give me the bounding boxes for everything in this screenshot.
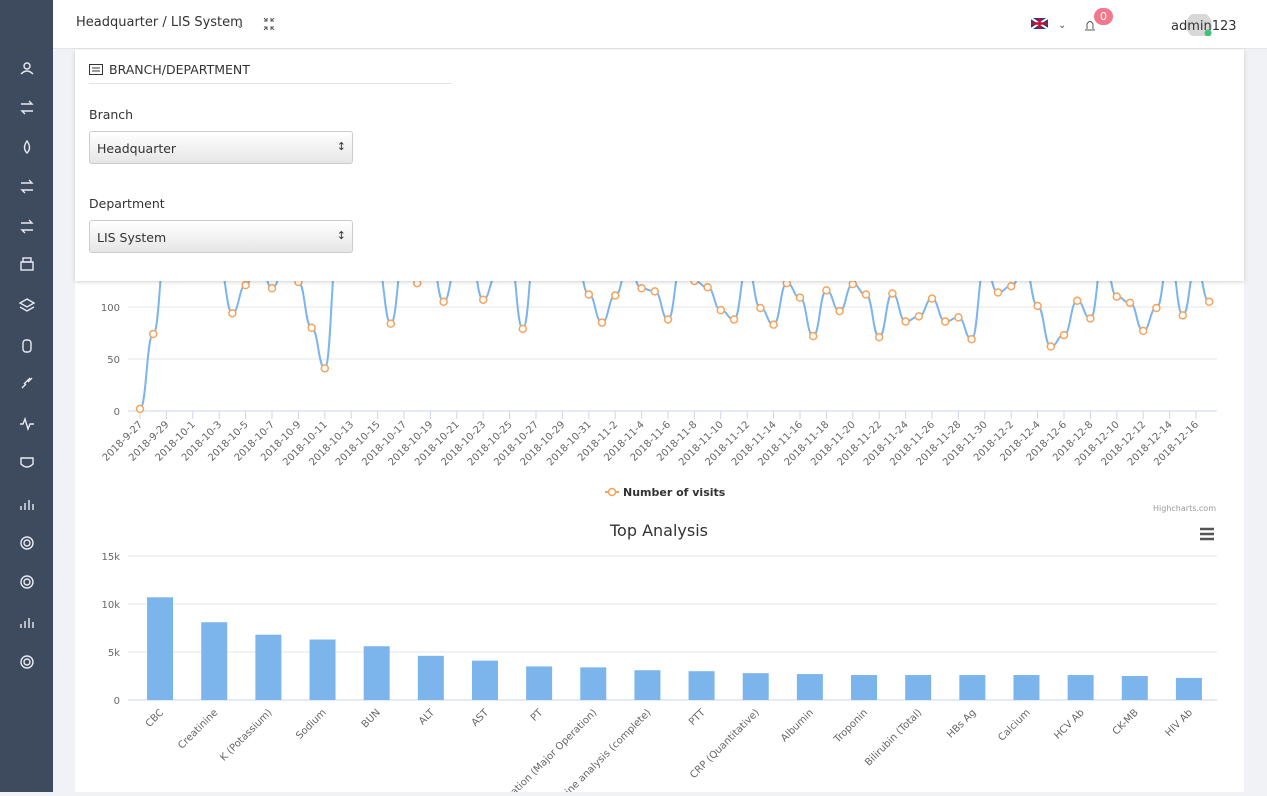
point-marker [1046,342,1056,351]
legend-marker [607,487,617,497]
point-marker [901,317,910,326]
point-marker [927,294,937,303]
point-marker [769,320,778,329]
point-marker [1112,292,1122,301]
point-marker [439,297,448,307]
point-marker [584,290,594,299]
point-marker [756,303,765,313]
point-marker [1152,303,1161,313]
point-marker [848,279,858,289]
sidebar [0,0,53,792]
point-marker [1033,301,1042,311]
panel-icon [89,64,103,75]
point-marker [663,315,673,324]
point-marker [518,324,528,334]
point-marker [1138,326,1148,336]
svg-text:⌄: ⌄ [236,20,244,31]
bar [201,622,228,700]
bar [851,675,878,700]
point-marker [1204,297,1214,307]
panel-title: BRANCH/DEPARTMENT [109,62,250,77]
point-marker [874,332,884,342]
point-marker [597,318,607,327]
point-marker [716,305,726,315]
point-marker [650,287,660,296]
point-marker [1125,298,1135,308]
point-marker [320,364,330,373]
bar [1121,676,1148,700]
point-marker [241,280,250,290]
bar [526,666,553,700]
field-label: Department [89,196,165,211]
top-icons: ⌄ ⌄ ⌄ [236,14,1212,36]
legend-label: Number of visits [623,486,726,499]
point-marker [610,291,620,300]
bar [905,675,932,700]
y-tick-label: 0 [114,696,120,707]
point-marker [228,308,237,318]
point-marker [267,284,277,293]
point-marker [637,284,646,293]
point-marker [1072,296,1082,306]
point-marker [1059,330,1069,340]
bar [1067,675,1094,700]
y-tick-label: 10k [101,600,120,611]
credits: Highcharts.com [1153,504,1216,513]
point-marker [1178,311,1188,320]
y-tick-label: 100 [101,303,120,314]
point-marker [954,313,963,322]
point-marker [888,289,897,298]
bar [796,674,823,700]
y-tick-label: 15k [101,552,120,563]
notification-badge[interactable]: 0 [1094,8,1113,25]
bar [580,667,607,700]
bar [147,597,174,700]
bar [255,634,282,700]
point-marker [703,282,712,292]
bar [1013,675,1040,700]
point-marker [940,317,950,326]
bar [634,670,661,700]
y-tick-label: 50 [107,355,120,366]
point-marker [386,319,396,328]
bar [959,675,986,700]
menu-icon [1200,527,1214,541]
bar [309,639,336,700]
bar [1175,677,1202,700]
user-name[interactable]: admin123 [1171,19,1237,34]
point-marker [822,286,831,295]
point-marker [1006,281,1016,291]
bar [688,671,715,700]
point-marker [861,290,871,299]
bar [471,660,498,700]
top-bar: Headquarter / LIS System ⌄ ⌄ ⌄ 0 admin12… [53,0,1267,49]
svg-text:⌄: ⌄ [1058,20,1066,31]
y-tick-label: 5k [108,648,120,659]
branch-select[interactable]: Headquarter [89,131,353,164]
point-marker [835,306,844,316]
point-marker [967,334,976,344]
chart-title: Top Analysis [609,521,708,540]
point-marker [148,329,158,339]
point-marker [135,404,145,414]
point-marker [1086,314,1095,323]
point-marker [914,312,924,321]
point-marker [729,315,739,324]
bar [742,673,769,700]
point-marker [795,293,805,302]
bar [417,655,444,700]
branch-panel: BRANCH/DEPARTMENT Branch Headquarter Dep… [75,50,1244,281]
point-marker [808,331,818,341]
point-marker [307,323,316,333]
y-tick-label: 0 [114,407,120,418]
point-marker [478,295,488,304]
department-select[interactable]: LIS System [89,220,353,253]
field-label: Branch [89,107,134,122]
breadcrumb[interactable]: Headquarter / LIS System [76,15,243,30]
bar [363,646,390,700]
divider [89,83,452,84]
sidebar-icons [18,62,36,669]
point-marker [993,288,1003,297]
